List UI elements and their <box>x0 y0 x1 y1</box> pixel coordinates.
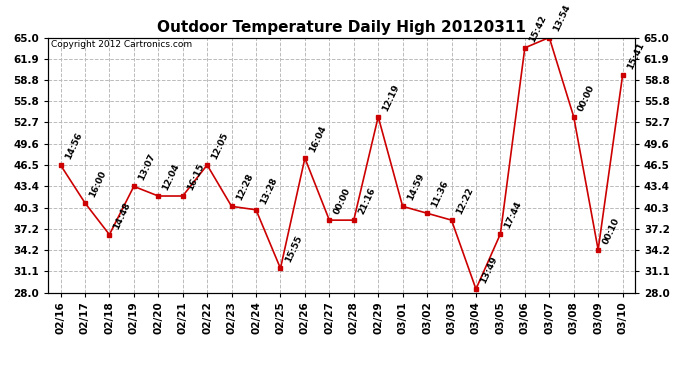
Text: 21:16: 21:16 <box>357 186 377 216</box>
Text: 16:15: 16:15 <box>186 162 206 192</box>
Text: 12:19: 12:19 <box>381 83 402 112</box>
Text: 00:00: 00:00 <box>576 83 597 112</box>
Text: 00:10: 00:10 <box>601 216 621 246</box>
Title: Outdoor Temperature Daily High 20120311: Outdoor Temperature Daily High 20120311 <box>157 20 526 35</box>
Text: 14:59: 14:59 <box>406 172 426 202</box>
Text: 13:49: 13:49 <box>479 255 499 285</box>
Text: 12:05: 12:05 <box>210 131 230 161</box>
Text: Copyright 2012 Cartronics.com: Copyright 2012 Cartronics.com <box>51 40 193 49</box>
Text: 13:07: 13:07 <box>137 153 157 182</box>
Text: 15:55: 15:55 <box>283 234 304 264</box>
Text: 15:41: 15:41 <box>625 41 646 71</box>
Text: 12:22: 12:22 <box>454 186 475 216</box>
Text: 13:28: 13:28 <box>259 176 279 206</box>
Text: 14:56: 14:56 <box>63 131 83 161</box>
Text: 16:04: 16:04 <box>308 124 328 154</box>
Text: 00:00: 00:00 <box>332 187 352 216</box>
Text: 16:00: 16:00 <box>88 169 108 199</box>
Text: 14:48: 14:48 <box>112 201 132 231</box>
Text: 17:44: 17:44 <box>503 200 524 230</box>
Text: 11:36: 11:36 <box>430 179 450 209</box>
Text: 12:04: 12:04 <box>161 162 181 192</box>
Text: 15:42: 15:42 <box>528 14 548 44</box>
Text: 13:54: 13:54 <box>552 3 572 33</box>
Text: 12:28: 12:28 <box>235 172 255 202</box>
